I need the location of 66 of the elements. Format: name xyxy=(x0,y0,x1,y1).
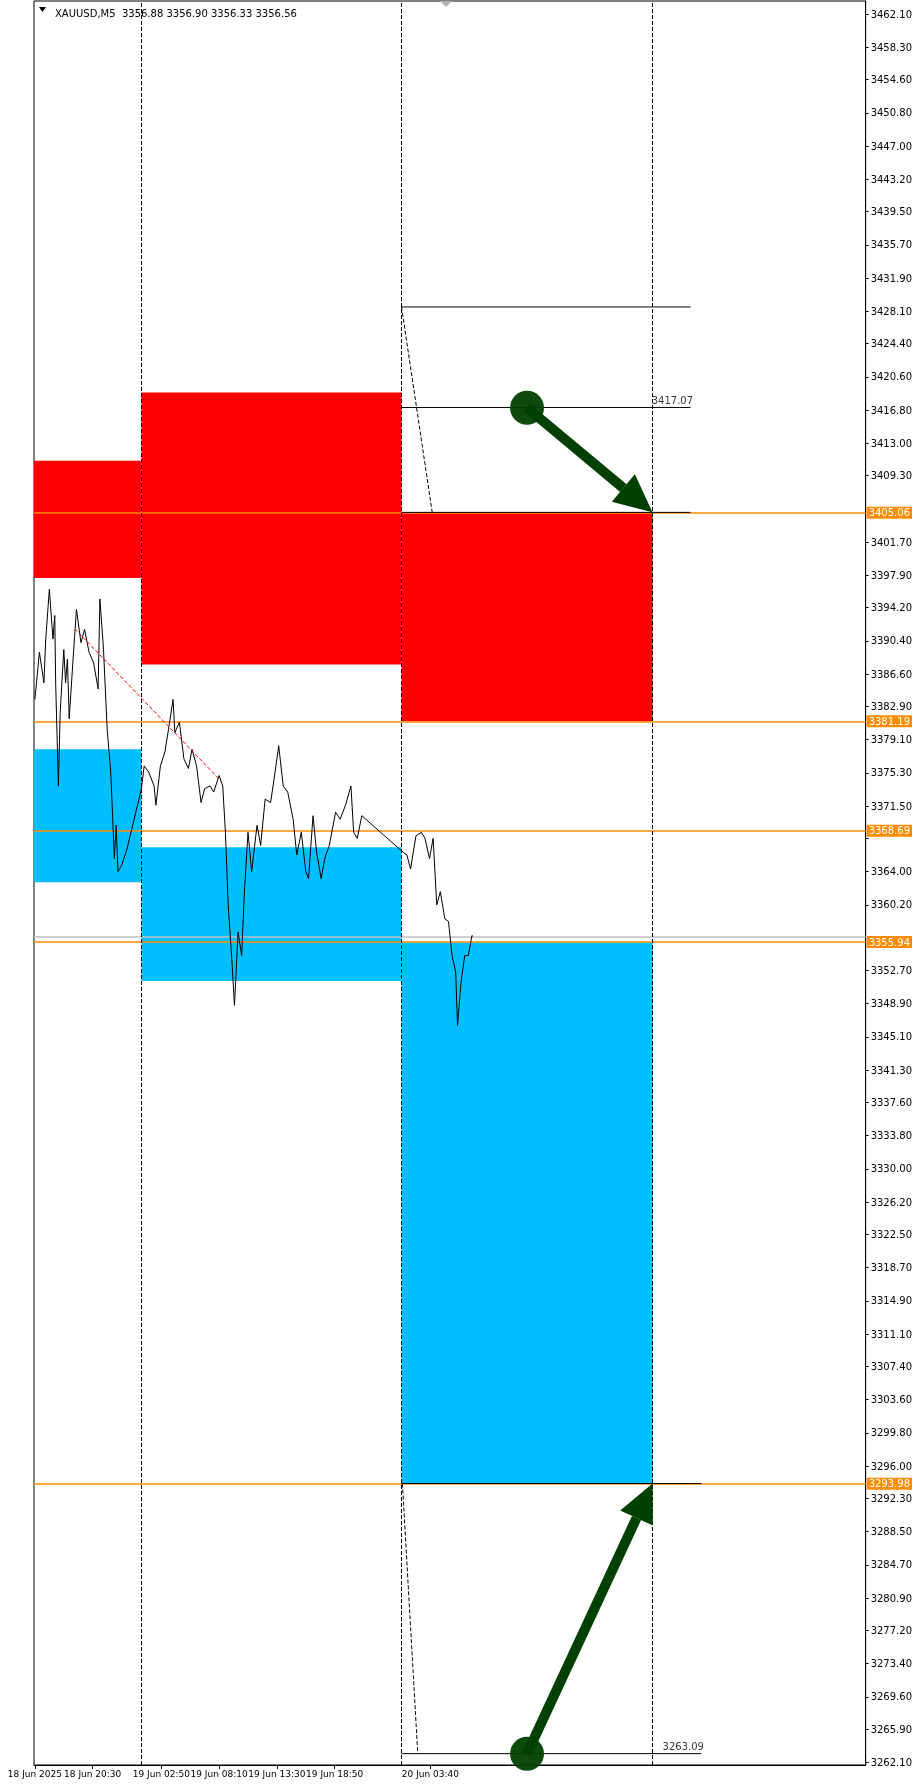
annotation: 3263.09 xyxy=(662,1741,704,1753)
y-tick-label: 3413.00 xyxy=(870,437,913,449)
ref-line-label: 3293.98 xyxy=(868,1478,911,1490)
y-tick-label: 3265.90 xyxy=(870,1723,913,1735)
annotation: 3417.07 xyxy=(651,395,694,407)
ref-line-label: 3368.69 xyxy=(868,825,911,837)
y-tick-label: 3303.60 xyxy=(870,1394,913,1406)
y-tick-label: 3277.20 xyxy=(870,1624,913,1636)
y-tick-label: 3382.90 xyxy=(870,700,913,712)
y-tick-label: 3314.90 xyxy=(870,1295,913,1307)
y-tick-label: 3462.10 xyxy=(870,8,913,20)
x-tick-label: 19 Jun 08:10 xyxy=(190,1768,248,1779)
y-tick-label: 3273.40 xyxy=(870,1658,913,1670)
text: XAUUSD,M5 3356.88 3356.90 3356.33 3356.56 xyxy=(55,7,297,19)
y-tick-label: 3352.70 xyxy=(870,964,913,976)
y-tick-label: 3458.30 xyxy=(870,41,913,53)
y-tick-label: 3288.50 xyxy=(870,1526,913,1538)
y-tick-label: 3401.70 xyxy=(870,536,913,548)
y-tick-label: 3322.50 xyxy=(870,1228,913,1240)
y-tick-label: 3299.80 xyxy=(870,1427,913,1439)
y-tick-label: 3420.60 xyxy=(870,371,913,383)
ref-line-label: 3405.06 xyxy=(868,507,911,519)
y-tick-label: 3284.70 xyxy=(870,1559,913,1571)
y-tick-label: 3416.80 xyxy=(870,404,913,416)
y-tick-label: 3311.10 xyxy=(870,1328,913,1340)
y-tick-label: 3447.00 xyxy=(870,140,913,152)
y-tick-label: 3348.90 xyxy=(870,998,913,1010)
y-tick-label: 3424.40 xyxy=(870,338,913,350)
x-tick-label: 19 Jun 13:30 xyxy=(248,1768,306,1779)
x-tick-label: 18 Jun 2025 xyxy=(7,1768,62,1779)
x-tick-label: 19 Jun 18:50 xyxy=(306,1768,364,1779)
x-tick-label: 20 Jun 03:40 xyxy=(401,1768,460,1779)
y-tick-label: 3428.10 xyxy=(870,305,913,317)
y-tick-label: 3318.70 xyxy=(870,1262,913,1274)
y-tick-label: 3397.90 xyxy=(870,569,913,581)
y-tick-label: 3360.20 xyxy=(870,899,913,911)
y-tick-label: 3454.60 xyxy=(870,74,913,86)
y-tick-label: 3269.60 xyxy=(870,1691,913,1703)
y-tick-label: 3386.60 xyxy=(870,668,913,680)
y-tick-label: 3330.00 xyxy=(870,1163,913,1175)
x-tick-label: 19 Jun 02:50 xyxy=(132,1768,191,1779)
y-tick-label: 3439.50 xyxy=(870,206,913,218)
y-tick-label: 3326.20 xyxy=(870,1196,913,1208)
y-tick-label: 3345.10 xyxy=(870,1031,913,1043)
x-tick-label: 18 Jun 20:30 xyxy=(64,1768,122,1779)
y-tick-label: 3435.70 xyxy=(870,239,913,251)
y-tick-label: 3280.90 xyxy=(870,1592,913,1604)
y-tick-label: 3371.50 xyxy=(870,800,913,812)
y-tick-label: 3337.60 xyxy=(870,1096,913,1108)
y-tick-label: 3333.80 xyxy=(870,1130,913,1142)
y-tick-label: 3296.00 xyxy=(870,1460,913,1472)
y-tick-label: 3431.90 xyxy=(870,272,913,284)
y-tick-label: 3292.30 xyxy=(870,1492,913,1504)
y-tick-label: 3409.30 xyxy=(870,470,913,482)
y-tick-label: 3364.00 xyxy=(870,866,913,878)
ref-line-label: 3381.19 xyxy=(868,715,911,727)
y-tick-label: 3341.30 xyxy=(870,1064,913,1076)
y-tick-label: 3375.30 xyxy=(870,767,913,779)
y-tick-label: 3394.20 xyxy=(870,602,913,614)
y-tick-label: 3307.40 xyxy=(870,1360,913,1372)
y-tick-label: 3379.10 xyxy=(870,734,913,746)
y-tick-label: 3262.10 xyxy=(870,1756,913,1768)
y-tick-label: 3450.80 xyxy=(870,107,913,119)
y-tick-label: 3390.40 xyxy=(870,635,913,647)
ref-line-label: 3355.94 xyxy=(868,936,911,948)
y-tick-label: 3443.20 xyxy=(870,173,913,185)
